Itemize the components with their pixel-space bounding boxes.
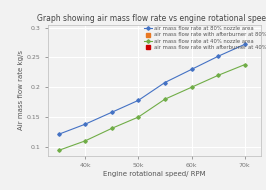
air mass flow rate at 80% nozzle area — [190, 68, 193, 70]
air mass flow rate at 80% nozzle area — [110, 111, 113, 113]
air mass flow rate at 40% nozzle area — [217, 74, 220, 77]
Line: air mass flow rate at 40% nozzle area: air mass flow rate at 40% nozzle area — [57, 63, 246, 152]
air mass flow rate at 40% nozzle area — [163, 98, 167, 100]
air mass flow rate at 80% nozzle area — [243, 43, 246, 45]
air mass flow rate at 40% nozzle area — [84, 140, 87, 142]
air mass flow rate at 80% nozzle area — [84, 123, 87, 125]
air mass flow rate at 80% nozzle area — [163, 81, 167, 84]
air mass flow rate at 40% nozzle area — [243, 63, 246, 66]
air mass flow rate at 40% nozzle area — [110, 127, 113, 130]
Legend: air mass flow rate at 80% nozzle area, air mass flow rate with afterburner at 80: air mass flow rate at 80% nozzle area, a… — [144, 26, 266, 50]
air mass flow rate at 40% nozzle area — [190, 86, 193, 88]
Title: Graph showing air mass flow rate vs engine rotational speed: Graph showing air mass flow rate vs engi… — [37, 13, 266, 23]
X-axis label: Engine rotational speed/ RPM: Engine rotational speed/ RPM — [103, 171, 206, 177]
air mass flow rate at 80% nozzle area — [137, 99, 140, 101]
air mass flow rate at 40% nozzle area — [137, 116, 140, 118]
air mass flow rate at 80% nozzle area — [217, 55, 220, 57]
Y-axis label: Air mass flow rate kg/s: Air mass flow rate kg/s — [18, 50, 24, 130]
Line: air mass flow rate at 80% nozzle area: air mass flow rate at 80% nozzle area — [57, 43, 246, 136]
air mass flow rate at 80% nozzle area — [57, 133, 60, 135]
air mass flow rate at 40% nozzle area — [57, 149, 60, 152]
